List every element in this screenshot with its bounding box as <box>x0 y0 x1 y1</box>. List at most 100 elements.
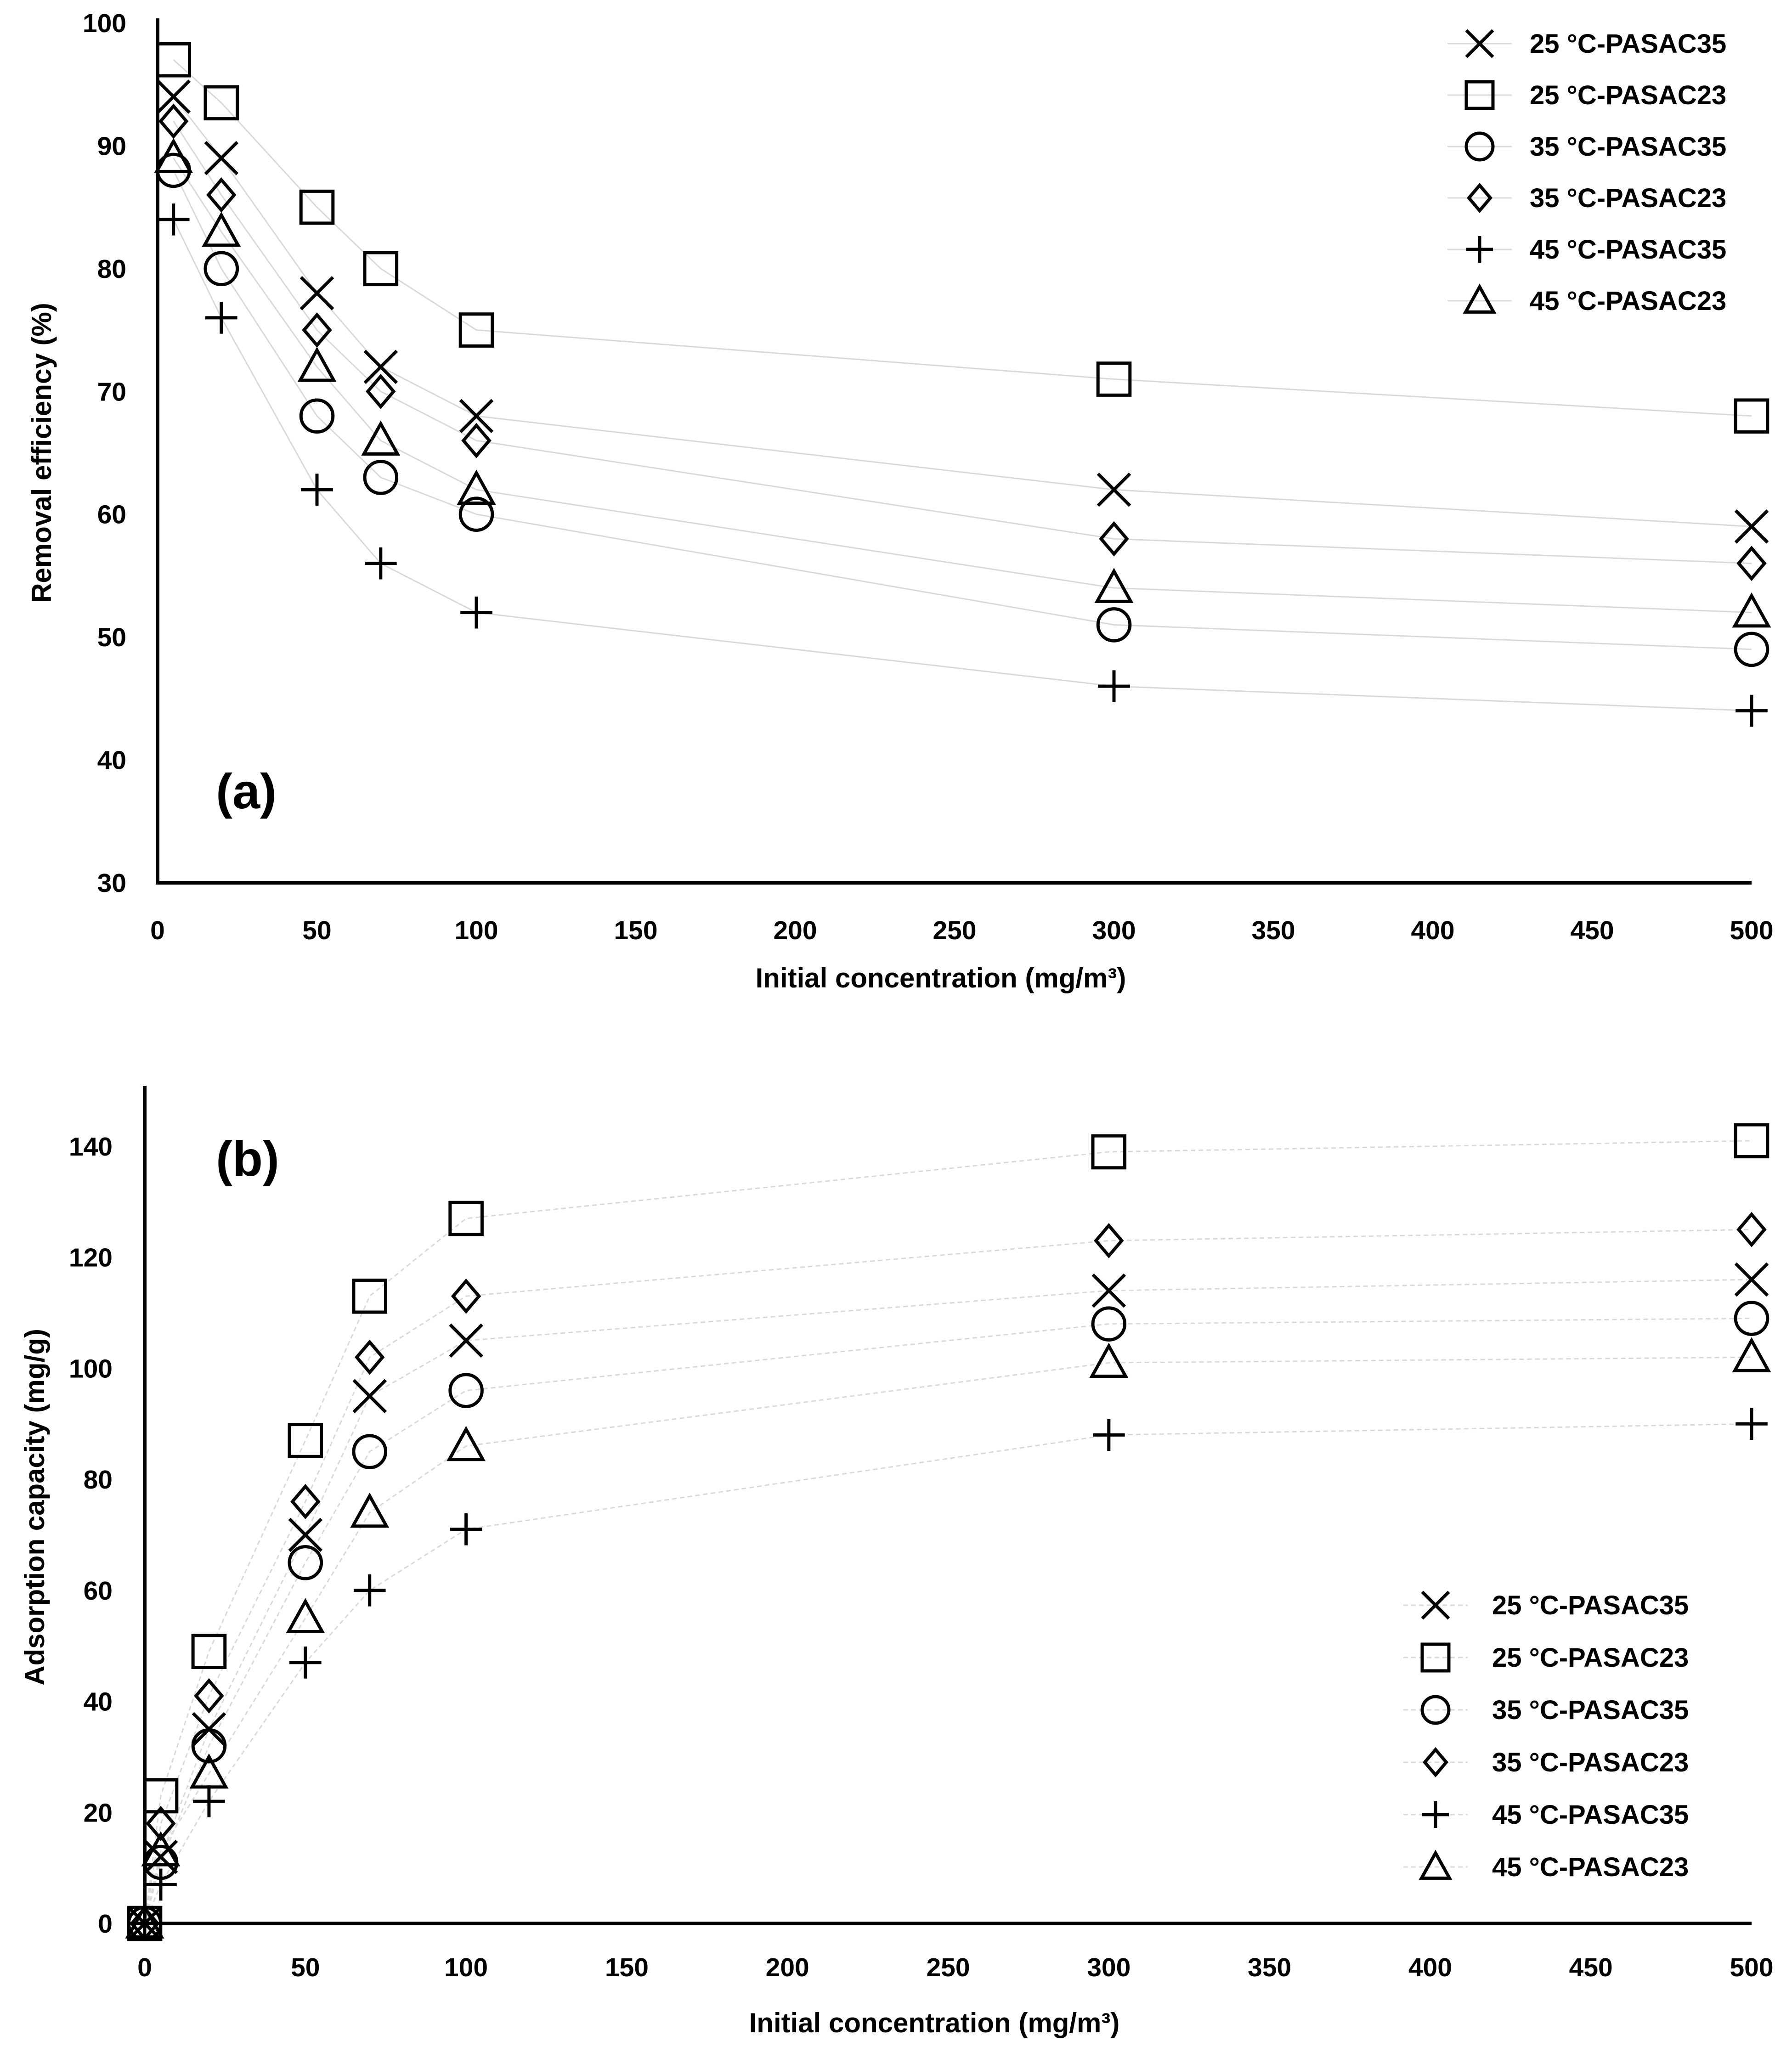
x-tick-label: 300 <box>1087 1953 1131 1982</box>
data-point-square <box>191 1634 227 1669</box>
legend-entry-label: 35 °C-PASAC23 <box>1530 183 1726 213</box>
data-point-square <box>156 42 191 78</box>
data-point-plus <box>450 1513 482 1545</box>
x-tick-label: 350 <box>1251 916 1295 945</box>
data-point-plus <box>289 1647 322 1679</box>
series-line-45-c-pasac35 <box>173 219 1752 712</box>
series-35-c-pasac35 <box>127 1301 1769 1941</box>
x-tick-label: 350 <box>1248 1953 1291 1982</box>
data-point-x <box>1734 509 1769 544</box>
series-45-c-pasac35 <box>157 203 1768 727</box>
data-point-diamond <box>1094 1223 1124 1258</box>
data-point-triangle <box>1089 1342 1129 1378</box>
x-tick-label: 150 <box>614 916 657 945</box>
data-point-square <box>288 1423 323 1458</box>
data-point-x <box>363 350 398 384</box>
series-35-c-pasac35 <box>156 152 1769 667</box>
y-tick-label: 30 <box>97 868 126 898</box>
data-point-triangle <box>1094 568 1134 603</box>
x-tick-label: 400 <box>1411 916 1454 945</box>
data-point-triangle <box>350 1492 390 1528</box>
legend-marker-diamond <box>1422 1747 1449 1777</box>
y-tick-label: 40 <box>84 1687 113 1717</box>
x-tick-label: 500 <box>1730 1953 1773 1982</box>
data-point-square <box>143 1778 179 1814</box>
data-point-circle <box>1091 1306 1127 1342</box>
x-tick-label: 200 <box>766 1953 809 1982</box>
y-tick-label: 90 <box>97 131 126 161</box>
data-point-square <box>448 1201 484 1236</box>
data-point-triangle <box>141 1831 181 1867</box>
x-tick-label: 450 <box>1570 916 1614 945</box>
legend-entry-label: 25 °C-PASAC35 <box>1530 29 1726 59</box>
y-tick-label: 120 <box>69 1243 113 1273</box>
data-point-plus <box>460 596 492 629</box>
data-point-x <box>1734 1262 1769 1297</box>
data-point-x <box>1091 1273 1126 1308</box>
data-point-triangle <box>286 1598 325 1633</box>
y-tick-label: 100 <box>69 1354 113 1383</box>
data-point-diamond <box>355 1339 385 1375</box>
series-35-c-pasac23 <box>130 1212 1767 1941</box>
x-tick-label: 250 <box>933 916 976 945</box>
legend-marker-plus <box>1422 1801 1449 1828</box>
legend-marker-triangle <box>1463 283 1497 314</box>
data-point-plus <box>1093 1419 1125 1451</box>
data-point-diamond <box>194 1678 224 1714</box>
data-point-circle <box>1096 607 1132 643</box>
series-line-35-c-pasac35 <box>144 1318 1752 1924</box>
series-45-c-pasac23 <box>154 138 1771 628</box>
data-point-circle <box>352 1434 388 1469</box>
x-tick-label: 0 <box>137 1953 152 1982</box>
x-tick-label: 50 <box>302 916 331 945</box>
y-tick-label: 0 <box>98 1909 113 1939</box>
legend-entry-label: 35 °C-PASAC35 <box>1492 1695 1689 1725</box>
data-point-plus <box>1735 694 1768 727</box>
data-point-circle <box>363 460 399 495</box>
data-point-square <box>1096 361 1132 397</box>
series-45-c-pasac35 <box>129 1408 1768 1940</box>
legend: 25 °C-PASAC35 25 °C-PASAC23 35 °C-PASAC35 3… <box>1403 1590 1689 1882</box>
series-line-45-c-pasac23 <box>144 1356 1752 1924</box>
data-point-diamond <box>146 1805 176 1841</box>
legend-marker-triangle <box>1419 1850 1453 1880</box>
data-point-diamond <box>290 1483 321 1519</box>
series-25-c-pasac35 <box>156 79 1769 544</box>
data-point-triangle <box>457 469 496 505</box>
data-point-triangle <box>1732 1337 1771 1372</box>
legend-marker-square <box>1420 1642 1451 1673</box>
y-axis-title: Removal efficiency (%) <box>26 303 57 603</box>
data-point-diamond <box>158 103 189 139</box>
y-tick-label: 40 <box>97 746 126 775</box>
data-point-triangle <box>297 347 337 382</box>
legend-marker-circle <box>1464 131 1495 162</box>
data-point-circle <box>448 1373 484 1408</box>
data-point-plus <box>205 302 237 334</box>
x-tick-label: 200 <box>773 916 817 945</box>
data-point-circle <box>1734 1301 1769 1336</box>
y-tick-label: 100 <box>83 9 126 38</box>
data-point-circle <box>299 398 335 434</box>
data-point-triangle <box>202 211 241 247</box>
legend-entry-label: 45 °C-PASAC23 <box>1492 1852 1689 1882</box>
x-tick-label: 250 <box>926 1953 970 1982</box>
data-point-triangle <box>361 420 401 456</box>
data-point-circle <box>458 496 494 532</box>
data-point-x <box>449 1323 483 1358</box>
series-line-25-c-pasac35 <box>173 96 1752 527</box>
x-tick-label: 500 <box>1730 916 1773 945</box>
y-tick-label: 140 <box>69 1132 113 1162</box>
legend-entry-label: 45 °C-PASAC23 <box>1530 286 1726 316</box>
data-point-x <box>204 141 239 175</box>
data-point-square <box>204 85 239 121</box>
y-tick-label: 20 <box>84 1798 113 1827</box>
data-point-x <box>156 79 191 114</box>
legend-marker-square <box>1464 80 1495 110</box>
legend-marker-diamond <box>1466 183 1493 213</box>
data-point-circle <box>288 1545 323 1580</box>
data-point-x <box>143 1839 178 1874</box>
x-tick-label: 100 <box>454 916 498 945</box>
y-tick-label: 80 <box>84 1465 113 1494</box>
x-tick-label: 50 <box>291 1953 320 1982</box>
